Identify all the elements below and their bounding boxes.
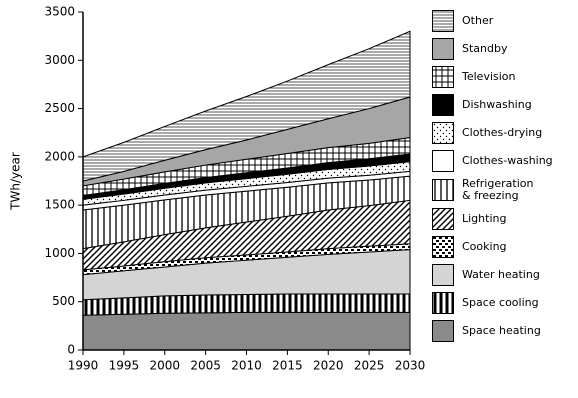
legend-swatch [432,236,454,258]
x-tick-label: 2010 [231,359,262,373]
y-tick-label: 2500 [44,101,75,115]
legend-swatch [432,94,454,116]
legend-swatch [432,320,454,342]
x-tick-label: 1995 [109,359,140,373]
legend-item: Space cooling [432,292,576,314]
legend-item: Cooking [432,236,576,258]
legend-swatch [432,10,454,32]
legend-swatch [432,208,454,230]
legend-label: Lighting [462,212,507,225]
x-tick-label: 2025 [354,359,385,373]
y-tick-label: 1500 [44,198,75,212]
legend-label: Clothes-washing [462,154,553,167]
legend-swatch [432,38,454,60]
legend-swatch [432,292,454,314]
legend-label: Standby [462,42,508,55]
x-tick-label: 2000 [149,359,180,373]
area [82,30,411,182]
legend-label: Water heating [462,268,540,281]
chart: TWh/year 0 500 1000 1500 2000 2500 3000 3500 199… [9,5,426,373]
y-tick-label: 3000 [44,53,75,67]
legend-swatch [432,264,454,286]
x-tick-label: 2005 [190,359,221,373]
legend-item: Clothes-drying [432,122,576,144]
x-tick-label: 2030 [395,359,426,373]
legend-item: Dishwashing [432,94,576,116]
legend-label: Space cooling [462,296,539,309]
legend-item: Lighting [432,208,576,230]
legend-item: Television [432,66,576,88]
legend: Other Standby Television Dishwashing Clothes… [432,10,576,342]
x-tick-label: 1990 [68,359,99,373]
legend-item: Water heating [432,264,576,286]
legend-label: Refrigeration & freezing [462,177,534,202]
legend-label: Space heating [462,324,541,337]
legend-item: Standby [432,38,576,60]
legend-label: Television [462,70,516,83]
legend-label: Dishwashing [462,98,532,111]
area [82,311,411,351]
legend-swatch [432,66,454,88]
legend-label: Other [462,14,494,27]
x-tick-label: 2015 [272,359,303,373]
y-tick-label: 2000 [44,149,75,163]
y-tick-label: 500 [52,294,75,308]
y-tick-label: 3500 [44,5,75,19]
legend-label: Cooking [462,240,507,253]
legend-item: Space heating [432,320,576,342]
x-tick-label: 2020 [313,359,344,373]
legend-label: Clothes-drying [462,126,543,139]
legend-swatch [432,122,454,144]
legend-item: Clothes-washing [432,150,576,172]
legend-item: Other [432,10,576,32]
legend-swatch [432,179,454,201]
legend-item: Refrigeration & freezing [432,178,576,202]
y-axis-label: TWh/year [9,152,23,211]
legend-swatch [432,150,454,172]
y-tick-label: 1000 [44,246,75,260]
y-tick-label: 0 [67,343,75,357]
